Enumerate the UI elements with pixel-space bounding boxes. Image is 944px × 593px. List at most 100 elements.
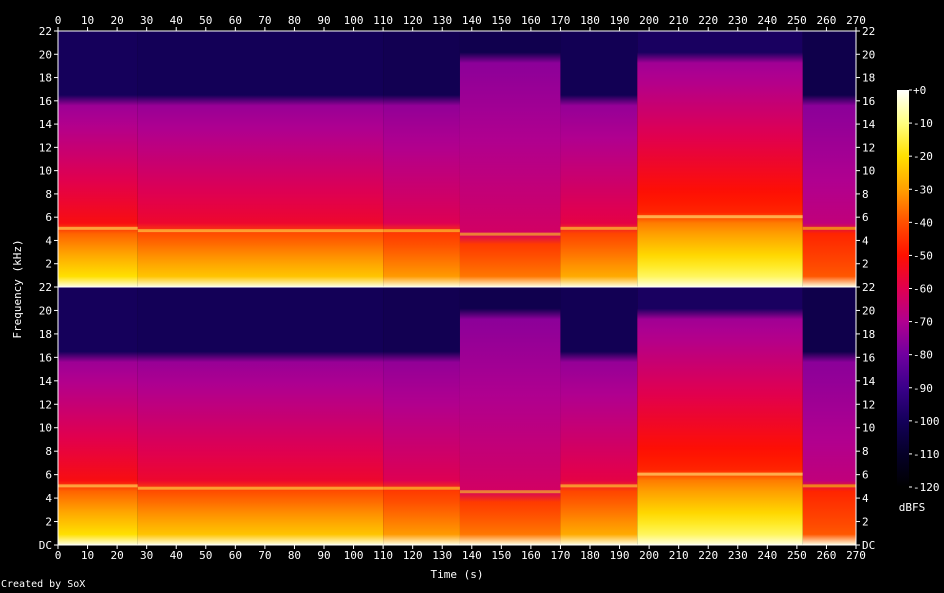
x-tick-label-bottom: 120	[403, 549, 423, 562]
y-tick-label-left: 6	[45, 211, 52, 224]
x-tick-label-bottom: 180	[580, 549, 600, 562]
y-tick-label-right: 22	[862, 25, 875, 38]
time-segment	[459, 31, 561, 287]
y-tick-label-left: 10	[39, 422, 52, 435]
y-tick-label-left: 22	[39, 281, 52, 294]
x-tick-label-bottom: 210	[669, 549, 689, 562]
x-tick-label-top: 80	[288, 14, 301, 27]
y-tick-label-left: 6	[45, 469, 52, 482]
time-segment	[637, 287, 803, 545]
x-tick-label-top: 160	[521, 14, 541, 27]
harmonic-band	[383, 229, 460, 233]
x-tick-label-top: 70	[258, 14, 271, 27]
y-tick-label-left: 16	[39, 351, 52, 364]
y-tick-label-right: 6	[862, 469, 869, 482]
colorbar-tick-label: -90	[913, 382, 933, 395]
time-segment	[137, 31, 384, 287]
y-tick-label-left: 10	[39, 165, 52, 178]
colorbar-tick-label: -30	[913, 183, 933, 196]
y-tick-label-left: 2	[45, 258, 52, 271]
y-tick-label-right: 16	[862, 95, 875, 108]
x-tick-label-bottom: 240	[757, 549, 777, 562]
colorbar-tick-label: +0	[913, 84, 926, 97]
y-tick-label-right: 10	[862, 422, 875, 435]
x-tick-label-bottom: 30	[140, 549, 153, 562]
x-tick-label-top: 170	[551, 14, 571, 27]
y-axis-title: Frequency (kHz)	[11, 239, 24, 338]
y-tick-label-right: DC	[862, 539, 875, 552]
x-tick-label-bottom: 90	[317, 549, 330, 562]
time-segment	[383, 31, 460, 287]
time-segment	[560, 31, 638, 287]
y-tick-label-left: 22	[39, 25, 52, 38]
x-tick-label-top: 240	[757, 14, 777, 27]
y-tick-label-left: 18	[39, 328, 52, 341]
y-tick-label-right: 8	[862, 445, 869, 458]
x-tick-label-top: 40	[170, 14, 183, 27]
x-tick-label-bottom: 230	[728, 549, 748, 562]
credit-text: Created by SoX	[1, 579, 86, 590]
x-tick-label-bottom: 10	[81, 549, 94, 562]
colorbar-tick-label: -60	[913, 283, 933, 296]
colorbar-label: dBFS	[899, 501, 926, 514]
harmonic-band	[560, 484, 638, 488]
spectrogram-panel-2	[57, 286, 857, 546]
y-tick-label-left: 2	[45, 516, 52, 529]
y-tick-label-right: 18	[862, 328, 875, 341]
time-segment	[58, 287, 138, 545]
x-tick-label-top: 30	[140, 14, 153, 27]
y-tick-label-right: 4	[862, 234, 869, 247]
x-tick-label-bottom: 40	[170, 549, 183, 562]
x-tick-label-top: 120	[403, 14, 423, 27]
time-segment	[802, 31, 856, 287]
colorbar-gradient	[897, 90, 909, 487]
harmonic-band	[802, 484, 856, 488]
harmonic-band	[637, 472, 803, 476]
x-tick-label-top: 200	[639, 14, 659, 27]
y-tick-label-right: 14	[862, 375, 876, 388]
time-segment	[637, 31, 803, 287]
x-tick-label-top: 220	[698, 14, 718, 27]
colorbar-tick-label: -80	[913, 349, 933, 362]
colorbar: +0 -10 -20 -30 -40 -50 -60 -70 -80 -90 -100 -110 -12…	[897, 84, 940, 494]
harmonic-band	[560, 226, 638, 230]
x-tick-label-bottom: 200	[639, 549, 659, 562]
y-tick-label-right: 16	[862, 351, 875, 364]
x-tick-label-bottom: 110	[373, 549, 393, 562]
harmonic-band	[137, 229, 384, 233]
colorbar-tick-label: -120	[913, 481, 940, 494]
x-tick-label-top: 190	[610, 14, 630, 27]
x-tick-label-bottom: 150	[491, 549, 511, 562]
x-tick-label-bottom: 50	[199, 549, 212, 562]
y-tick-label-right: 6	[862, 211, 869, 224]
harmonic-band	[58, 484, 138, 488]
y-tick-label-left: 16	[39, 95, 52, 108]
harmonic-band	[802, 226, 856, 230]
y-tick-label-left: 4	[45, 492, 52, 505]
x-tick-label-bottom: 140	[462, 549, 482, 562]
x-tick-label-bottom: 70	[258, 549, 271, 562]
x-tick-label-bottom: 20	[110, 549, 123, 562]
x-tick-label-top: 230	[728, 14, 748, 27]
x-tick-label-bottom: 160	[521, 549, 541, 562]
harmonic-band	[58, 226, 138, 230]
colorbar-tick-label: -110	[913, 448, 940, 461]
harmonic-band	[137, 486, 384, 490]
colorbar-tick-label: -70	[913, 316, 933, 329]
harmonic-band	[459, 232, 561, 236]
x-tick-label-bottom: 260	[817, 549, 837, 562]
time-segment	[137, 287, 384, 545]
time-segment	[459, 287, 561, 545]
x-tick-label-top: 90	[317, 14, 330, 27]
y-tick-label-left: 8	[45, 445, 52, 458]
colorbar-tick-label: -40	[913, 216, 933, 229]
x-tick-label-top: 270	[846, 14, 866, 27]
y-tick-label-right: 22	[862, 281, 875, 294]
harmonic-band	[637, 215, 803, 219]
harmonic-band	[383, 486, 460, 490]
y-tick-label-right: 14	[862, 118, 876, 131]
time-segment	[58, 31, 138, 287]
x-tick-label-top: 250	[787, 14, 807, 27]
x-tick-label-top: 150	[491, 14, 511, 27]
y-tick-label-left: 18	[39, 72, 52, 85]
